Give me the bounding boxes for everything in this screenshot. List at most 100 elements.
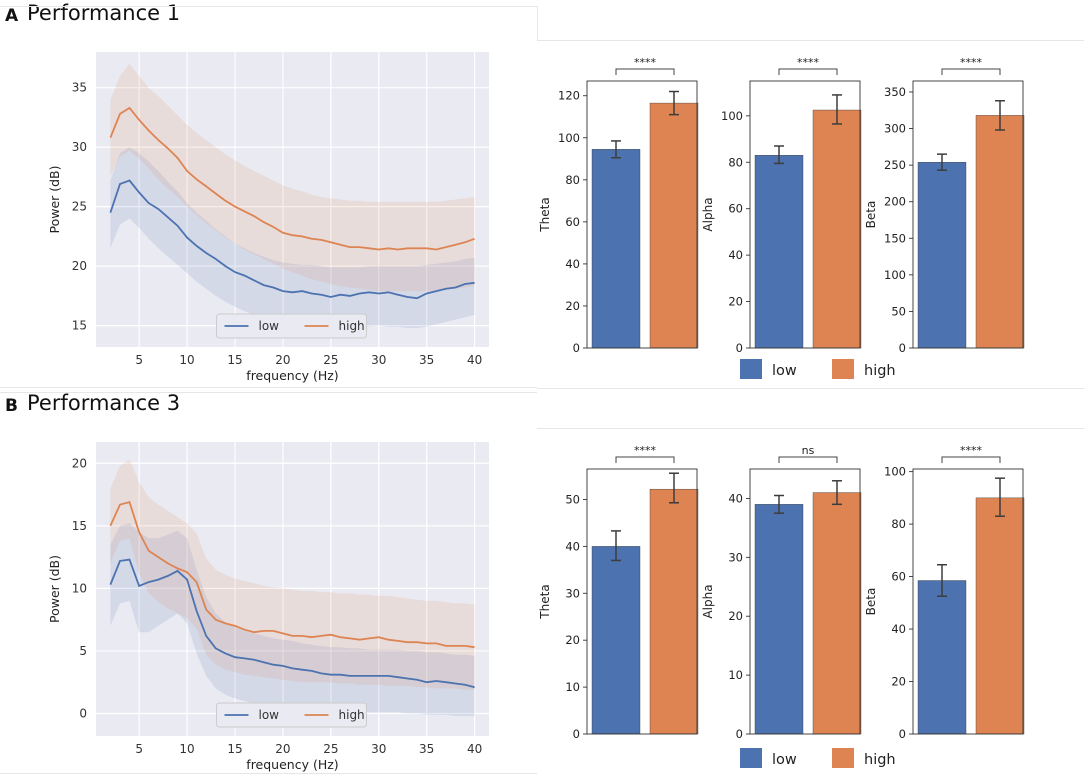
significance-label: **** [960, 444, 983, 457]
y-tick-label: 250 [884, 158, 906, 172]
axes-frame [586, 468, 698, 735]
y-tick-label: 0 [79, 706, 87, 720]
y-tick-label: 20 [72, 456, 87, 470]
y-tick-label: 150 [884, 231, 906, 245]
axes-frame [749, 80, 861, 349]
divider [537, 388, 1084, 389]
y-axis-label: Theta [538, 197, 552, 232]
bar-high [812, 109, 862, 349]
plot-background [96, 52, 489, 347]
y-tick-label: 350 [884, 85, 906, 99]
bar-chart-beta: 0 20 40 60 80 100 Beta **** [864, 444, 1025, 741]
significance-label: ns [802, 444, 815, 457]
y-tick-label: 300 [884, 122, 906, 136]
x-tick-label: 15 [227, 742, 242, 756]
bar-high [975, 497, 1025, 735]
y-tick-label: 15 [72, 519, 87, 533]
legend-label-high: high [864, 752, 896, 768]
legend-label-high: high [864, 363, 896, 379]
legend-label-low: low [259, 708, 280, 722]
y-tick-label: 0 [736, 727, 743, 741]
y-axis-label: Power (dB) [47, 165, 62, 233]
divider [537, 40, 1084, 41]
y-tick-label: 60 [891, 570, 906, 584]
y-tick-label: 10 [72, 581, 87, 595]
bar-high [975, 115, 1025, 349]
x-tick-label: 25 [323, 353, 338, 367]
bar-high [812, 492, 862, 735]
bar-charts-performance-3: 0 10 20 30 40 50 Theta **** 0 10 20 30 40 Alpha ns 0 20 4… [538, 444, 1025, 768]
bar-high [649, 488, 699, 735]
y-tick-label: 0 [899, 727, 906, 741]
y-tick-label: 40 [565, 539, 580, 553]
y-tick-label: 0 [736, 341, 743, 355]
significance-bracket [778, 68, 838, 75]
y-tick-label: 20 [72, 259, 87, 273]
significance-bracket [615, 456, 675, 463]
series-line-high [109, 106, 475, 251]
bar-low [917, 580, 967, 735]
panel-a-title: Performance 1 [27, 1, 181, 25]
y-tick-label: 10 [565, 680, 580, 694]
x-tick-label: 30 [371, 742, 386, 756]
legend-label-low: low [259, 319, 280, 333]
significance-label: **** [960, 56, 983, 69]
y-axis-label: Theta [538, 584, 552, 619]
panel-b-title: Performance 3 [27, 391, 181, 415]
divider [537, 428, 1084, 429]
x-tick-label: 10 [179, 353, 194, 367]
x-tick-label: 25 [323, 742, 338, 756]
y-tick-label: 60 [728, 202, 743, 216]
y-tick-label: 100 [721, 109, 743, 123]
legend-label-low: low [772, 363, 797, 379]
series-line-low [109, 179, 475, 300]
y-tick-label: 30 [728, 550, 743, 564]
bar-chart-alpha: 0 10 20 30 40 Alpha ns [701, 444, 862, 741]
y-tick-label: 80 [728, 155, 743, 169]
x-tick-label: 10 [179, 742, 194, 756]
y-tick-label: 200 [884, 195, 906, 209]
divider [537, 6, 538, 40]
x-tick-label: 35 [419, 742, 434, 756]
bar-low [591, 546, 641, 735]
y-tick-label: 20 [728, 609, 743, 623]
y-tick-label: 40 [565, 257, 580, 271]
x-tick-label: 30 [371, 353, 386, 367]
significance-bracket [778, 456, 838, 463]
plot-background [96, 442, 489, 736]
bar-low [591, 149, 641, 349]
significance-bracket [941, 456, 1001, 463]
x-tick-label: 5 [135, 353, 143, 367]
y-tick-label: 20 [565, 633, 580, 647]
x-axis-label: frequency (Hz) [246, 368, 338, 383]
divider [0, 773, 537, 774]
y-tick-label: 100 [884, 465, 906, 479]
legend-swatch-high [832, 359, 854, 379]
legend-box [216, 702, 367, 728]
y-tick-label: 25 [72, 200, 87, 214]
y-tick-label: 0 [573, 727, 580, 741]
y-tick-label: 80 [565, 173, 580, 187]
y-tick-label: 20 [728, 295, 743, 309]
x-tick-label: 15 [227, 353, 242, 367]
significance-bracket [615, 68, 675, 75]
y-tick-label: 10 [728, 668, 743, 682]
y-tick-label: 0 [899, 341, 906, 355]
y-tick-label: 35 [72, 81, 87, 95]
legend-swatch-low [740, 359, 762, 379]
y-tick-label: 20 [891, 675, 906, 689]
legend-label-high: high [339, 319, 365, 333]
x-tick-label: 20 [275, 353, 290, 367]
legend-swatch-low [740, 748, 762, 768]
legend-swatch-high [832, 748, 854, 768]
bar-charts-performance-1: 0 20 40 60 80 100 120 Theta **** 0 20 40 60 80 100 Alph… [538, 56, 1025, 379]
significance-label: **** [634, 56, 657, 69]
legend-box [216, 313, 367, 339]
y-tick-label: 30 [565, 586, 580, 600]
y-tick-label: 30 [72, 140, 87, 154]
confidence-band-low [110, 523, 475, 716]
bar-low [754, 155, 804, 349]
y-axis-label: Alpha [701, 584, 715, 618]
panel-b-letter: B [5, 396, 18, 416]
